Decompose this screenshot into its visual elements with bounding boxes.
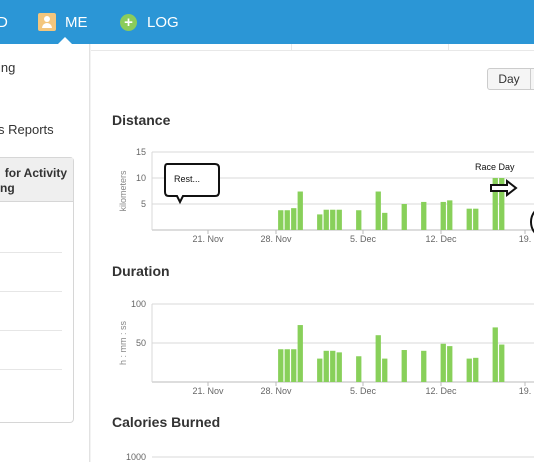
bar[interactable] — [499, 344, 505, 382]
race-day-circle — [530, 210, 534, 234]
duration-title: Duration — [112, 263, 170, 279]
y-tick-label: 100 — [131, 299, 146, 309]
x-tick-label: 5. Dec — [350, 234, 377, 244]
activity-panel: for Activity ng — [0, 157, 74, 423]
panel-title-line2: ng — [0, 181, 15, 195]
bar[interactable] — [440, 201, 446, 230]
bar[interactable] — [330, 209, 336, 230]
x-tick-label: 12. Dec — [425, 386, 457, 396]
bar[interactable] — [401, 204, 407, 230]
bar[interactable] — [356, 356, 362, 382]
distance-chart: 15 10 5 kilometers 21. Nov 28. Nov 5. Dec 12. D… — [118, 147, 534, 244]
nav-item-log[interactable]: + LOG — [120, 0, 179, 44]
sidebar: ing s Reports for Activity ng — [0, 44, 90, 462]
activity-panel-header: for Activity ng — [0, 158, 73, 202]
active-tab-caret — [58, 37, 72, 44]
sidebar-link-reports[interactable]: s Reports — [0, 122, 54, 137]
panel-row-divider — [0, 291, 62, 292]
duration-chart: 100 50 h : mm : ss 21. Nov 28. Nov 5. Dec 12. … — [118, 299, 534, 396]
y-tick-label: 5 — [141, 199, 146, 209]
race-day-annotation: Race Day — [475, 162, 515, 172]
bar[interactable] — [323, 209, 329, 230]
y-tick-label: 50 — [136, 338, 146, 348]
sidebar-link-training[interactable]: ing — [0, 60, 15, 75]
bar[interactable] — [466, 208, 472, 230]
bar[interactable] — [278, 210, 284, 230]
bar[interactable] — [447, 346, 453, 382]
bar[interactable] — [317, 358, 323, 382]
bar[interactable] — [323, 350, 329, 382]
sidebar-link-label: s Reports — [0, 122, 54, 137]
header-column-divider — [291, 44, 292, 50]
x-tick-label: 21. Nov — [192, 386, 224, 396]
header-divider — [91, 50, 534, 51]
distance-title: Distance — [112, 112, 171, 128]
bar[interactable] — [499, 178, 505, 230]
x-tick-label: 28. Nov — [260, 234, 292, 244]
bar[interactable] — [291, 208, 297, 230]
x-tick-label: 28. Nov — [260, 386, 292, 396]
bar[interactable] — [466, 358, 472, 382]
user-icon — [38, 13, 56, 31]
nav-item-me[interactable]: ME — [38, 0, 88, 44]
panel-row-divider — [0, 369, 62, 370]
calories-chart: 1000 — [126, 452, 534, 462]
day-view-label: Day — [498, 72, 520, 86]
y-axis-label: kilometers — [118, 170, 128, 212]
panel-row-divider — [0, 252, 62, 253]
nav-item-previous[interactable]: D — [0, 0, 8, 44]
x-tick-label: 19. — [519, 386, 532, 396]
calories-title: Calories Burned — [112, 414, 221, 430]
bar[interactable] — [375, 191, 381, 230]
x-tick-label: 19. — [519, 234, 532, 244]
bar[interactable] — [382, 358, 388, 382]
bar[interactable] — [382, 212, 388, 230]
bar[interactable] — [317, 214, 323, 230]
bar[interactable] — [356, 210, 362, 230]
bar[interactable] — [473, 357, 479, 382]
top-navigation: D ME + LOG — [0, 0, 534, 44]
main-content: Day Distance Duration Calories Burned 15… — [91, 44, 534, 462]
y-tick-label: 10 — [136, 173, 146, 183]
day-view-button[interactable]: Day — [487, 68, 531, 90]
bar[interactable] — [492, 178, 498, 230]
nav-previous-label: D — [0, 13, 8, 31]
bar[interactable] — [284, 210, 290, 230]
bar[interactable] — [336, 209, 342, 230]
sidebar-link-label: ing — [0, 60, 16, 75]
header-column-divider — [448, 44, 449, 50]
plus-icon: + — [120, 13, 137, 31]
panel-title-line1: for Activity — [4, 166, 67, 180]
bar[interactable] — [492, 327, 498, 382]
bar[interactable] — [291, 349, 297, 382]
bar[interactable] — [375, 335, 381, 382]
bar[interactable] — [421, 350, 427, 382]
bar[interactable] — [447, 200, 453, 230]
bar[interactable] — [421, 201, 427, 230]
nav-log-label: LOG — [147, 13, 179, 31]
bar[interactable] — [284, 349, 290, 382]
nav-me-label: ME — [65, 13, 88, 31]
bar[interactable] — [330, 350, 336, 382]
bar[interactable] — [278, 349, 284, 382]
week-view-button[interactable] — [530, 68, 534, 90]
x-tick-label: 21. Nov — [192, 234, 224, 244]
rest-annotation: Rest... — [174, 174, 200, 184]
panel-row-divider — [0, 330, 62, 331]
bar[interactable] — [297, 325, 303, 382]
x-tick-label: 12. Dec — [425, 234, 457, 244]
x-tick-label: 5. Dec — [350, 386, 377, 396]
bar[interactable] — [401, 350, 407, 382]
bar[interactable] — [336, 352, 342, 382]
y-tick-label: 15 — [136, 147, 146, 157]
bar[interactable] — [297, 191, 303, 230]
right-arrow-icon — [490, 178, 518, 198]
y-axis-label: h : mm : ss — [118, 321, 128, 366]
y-tick-label: 1000 — [126, 452, 146, 462]
bar[interactable] — [473, 208, 479, 230]
rest-speech-bubble — [164, 163, 220, 205]
bar[interactable] — [440, 343, 446, 382]
